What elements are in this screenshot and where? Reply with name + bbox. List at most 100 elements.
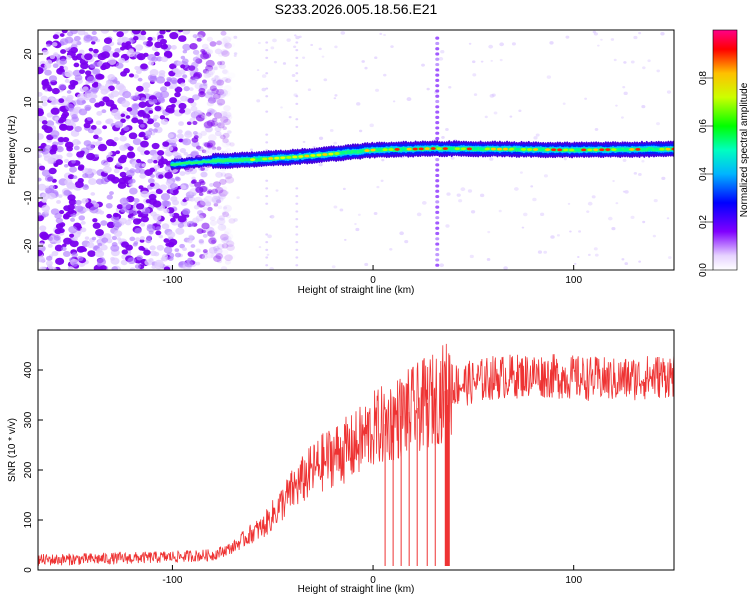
spectrogram-cell <box>318 47 322 51</box>
spectrogram-cell <box>188 167 198 175</box>
spectrogram-cell <box>206 144 213 149</box>
spectrogram-cell <box>89 63 96 69</box>
spectrogram-cell <box>215 186 224 194</box>
spectrogram-cell <box>107 58 117 66</box>
spectrogram-cell <box>220 116 229 123</box>
spectrogram-cell <box>569 230 572 233</box>
spectrogram-cell <box>174 91 181 98</box>
colorbar-tick-label: 0.8 <box>698 71 709 85</box>
spectrogram-cell <box>86 92 94 99</box>
spectrogram-cell <box>67 208 75 215</box>
spectrogram-cell <box>223 76 233 84</box>
spectrogram-cell <box>171 142 177 148</box>
carrier-peak-cell <box>436 147 442 151</box>
spectrogram-cell <box>222 69 230 75</box>
spectrogram-cell <box>220 255 226 260</box>
carrier-peak-cell <box>605 148 611 152</box>
spectrogram-cell <box>195 114 205 122</box>
spectrogram-cell <box>82 173 89 179</box>
spectrogram-cell <box>578 230 582 233</box>
carrier-peak-cell <box>424 147 430 151</box>
spectrogram-cell <box>71 159 76 164</box>
carrier-peak-cell <box>647 147 653 151</box>
spectrogram-cell <box>641 105 646 109</box>
spectrogram-cell <box>48 96 55 102</box>
spectrogram-y-tick-label: -10 <box>23 190 34 205</box>
spectrogram-cell <box>280 106 283 109</box>
spectrogram-cell <box>146 118 155 125</box>
spectrogram-cell <box>458 199 463 203</box>
spectrogram-cell <box>498 209 502 213</box>
spectrogram-cell <box>209 41 217 47</box>
spectrogram-cell <box>125 169 135 177</box>
spectrogram-cell <box>38 202 42 207</box>
snr-x-tick-label: -100 <box>162 575 182 586</box>
spectrogram-cell <box>113 168 120 174</box>
spectrogram-cell <box>217 122 225 129</box>
spectrogram-cell <box>201 222 210 230</box>
spectrogram-cell <box>60 49 67 54</box>
spectrogram-cell <box>440 50 445 54</box>
spectrogram-cell <box>265 256 269 259</box>
spectrogram-cell <box>89 97 96 104</box>
spectrogram-cell <box>261 74 267 78</box>
spectrogram-cell <box>160 118 169 125</box>
spectrogram-cell <box>47 87 53 92</box>
spectrogram-cell <box>215 199 222 204</box>
spectrogram-cell <box>96 111 103 116</box>
spectrogram-cell <box>207 97 217 104</box>
spectrogram-cell <box>211 77 217 82</box>
spectrogram-cell <box>81 100 87 104</box>
spectrogram-cell <box>153 164 160 170</box>
spectrogram-cell <box>155 226 162 231</box>
spectrogram-cell <box>163 208 170 214</box>
spectrogram-cell <box>215 122 222 127</box>
spectrogram-cell <box>80 62 89 70</box>
spectrogram-cell <box>207 230 216 237</box>
spectrogram-cell <box>295 49 299 52</box>
spectrogram-cell <box>206 36 213 42</box>
spectrogram-cell <box>607 216 613 221</box>
spectrogram-cell <box>133 241 139 245</box>
spectrogram-cell <box>310 43 314 47</box>
spectrogram-cell <box>318 136 324 141</box>
spectrogram-cell <box>58 98 65 104</box>
carrier-peak-cell <box>581 148 587 152</box>
spectrogram-cell <box>47 243 53 248</box>
spectrogram-cell <box>615 104 618 107</box>
spectrogram-cell <box>106 194 113 200</box>
spectrogram-cell <box>435 253 440 257</box>
spectrogram-cell <box>110 109 120 117</box>
spectrogram-cell <box>201 149 207 154</box>
spectrogram-cell <box>546 75 552 79</box>
spectrogram-cell <box>226 239 233 245</box>
spectrogram-cell <box>265 41 269 44</box>
spectrogram-cell <box>128 73 135 78</box>
spectrogram-cell <box>435 247 440 251</box>
spectrogram-cell <box>200 198 210 206</box>
spectrogram-cell <box>355 227 360 232</box>
spectrogram-cell <box>138 132 144 138</box>
spectrogram-cell <box>469 254 474 259</box>
spectrogram-cell <box>72 236 78 242</box>
spectrogram-cell <box>167 133 174 139</box>
spectrogram-cell <box>180 184 187 190</box>
spectrogram-cell <box>521 226 525 229</box>
spectrogram-cell <box>102 125 108 130</box>
spectrogram-cell <box>225 141 232 146</box>
spectrogram-cell <box>160 256 166 261</box>
spectrogram-cell <box>98 101 105 107</box>
spectrogram-cell <box>60 113 68 119</box>
spectrogram-cell <box>192 49 200 55</box>
spectrogram-cell <box>123 126 130 132</box>
spectrogram-cell <box>435 68 440 72</box>
spectrogram-cell <box>144 259 153 266</box>
spectrogram-cell <box>573 262 577 265</box>
spectrogram-cell <box>202 68 210 74</box>
spectrogram-cell <box>70 217 76 222</box>
spectrogram-cell <box>183 151 189 156</box>
carrier-peak-cell <box>611 148 617 152</box>
spectrogram-cell <box>212 181 221 188</box>
spectrogram-cell <box>189 78 197 85</box>
spectrogram-cell <box>220 38 228 45</box>
